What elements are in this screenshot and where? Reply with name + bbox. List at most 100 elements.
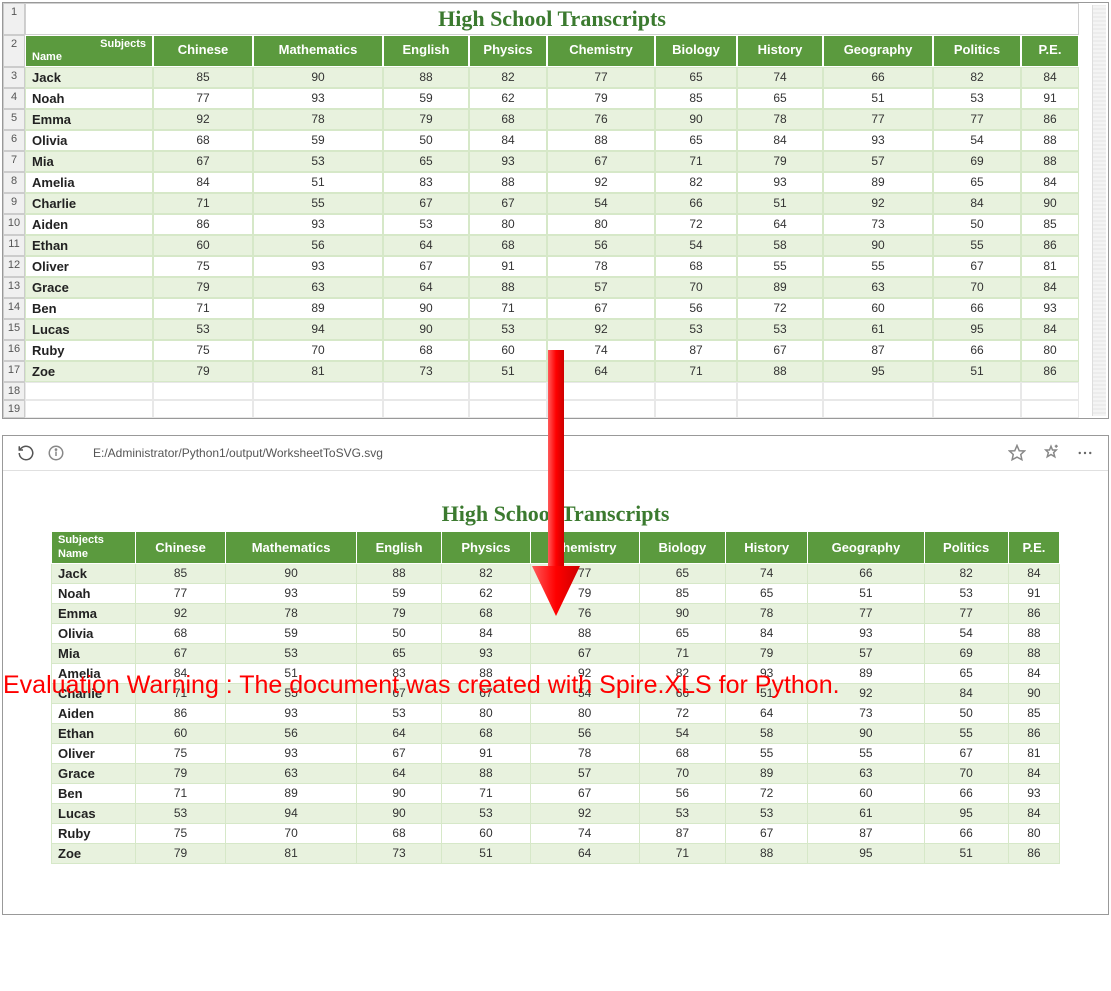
score-cell: 68 xyxy=(356,823,441,843)
score-cell: 78 xyxy=(530,743,639,763)
scrollbar-vertical[interactable] xyxy=(1092,5,1106,416)
empty-cell[interactable] xyxy=(655,400,737,418)
address-bar[interactable]: E:/Administrator/Python1/output/Workshee… xyxy=(77,446,996,460)
favorite-icon[interactable] xyxy=(1008,444,1026,462)
empty-cell[interactable] xyxy=(253,382,383,400)
empty-cell[interactable] xyxy=(153,382,253,400)
empty-cell[interactable] xyxy=(737,400,823,418)
score-cell: 82 xyxy=(933,67,1021,88)
score-cell: 61 xyxy=(823,319,933,340)
score-cell: 88 xyxy=(726,843,808,863)
empty-cell[interactable] xyxy=(547,400,655,418)
info-icon[interactable] xyxy=(47,444,65,462)
score-cell: 84 xyxy=(1008,563,1059,583)
empty-cell[interactable] xyxy=(253,400,383,418)
spreadsheet-grid[interactable]: 1High School Transcripts2SubjectsNameChi… xyxy=(3,3,1108,418)
score-cell: 53 xyxy=(655,319,737,340)
row-header[interactable]: 5 xyxy=(3,109,25,130)
empty-cell[interactable] xyxy=(25,400,153,418)
empty-cell[interactable] xyxy=(469,400,547,418)
score-cell: 88 xyxy=(469,277,547,298)
score-cell: 57 xyxy=(530,763,639,783)
column-header: Physics xyxy=(469,35,547,67)
score-cell: 92 xyxy=(153,109,253,130)
score-cell: 66 xyxy=(639,683,725,703)
score-cell: 69 xyxy=(924,643,1008,663)
score-cell: 74 xyxy=(547,340,655,361)
empty-cell[interactable] xyxy=(737,382,823,400)
score-cell: 50 xyxy=(924,703,1008,723)
empty-cell[interactable] xyxy=(383,400,469,418)
empty-cell[interactable] xyxy=(933,400,1021,418)
row-header[interactable]: 13 xyxy=(3,277,25,298)
student-name: Ruby xyxy=(52,823,136,843)
empty-cell[interactable] xyxy=(933,382,1021,400)
empty-cell[interactable] xyxy=(547,382,655,400)
score-cell: 87 xyxy=(639,823,725,843)
empty-cell[interactable] xyxy=(823,400,933,418)
row-header[interactable]: 15 xyxy=(3,319,25,340)
score-cell: 56 xyxy=(655,298,737,319)
score-cell: 78 xyxy=(737,109,823,130)
row-header[interactable]: 14 xyxy=(3,298,25,319)
svg-title: High School Transcripts xyxy=(51,501,1060,527)
more-icon[interactable] xyxy=(1076,444,1094,462)
empty-cell[interactable] xyxy=(823,382,933,400)
score-cell: 80 xyxy=(530,703,639,723)
score-cell: 93 xyxy=(808,623,924,643)
empty-cell[interactable] xyxy=(1021,400,1079,418)
row-header[interactable]: 6 xyxy=(3,130,25,151)
favorites-bar-icon[interactable] xyxy=(1042,444,1060,462)
score-cell: 80 xyxy=(547,214,655,235)
score-cell: 85 xyxy=(153,67,253,88)
row-header[interactable]: 17 xyxy=(3,361,25,382)
row-header[interactable]: 12 xyxy=(3,256,25,277)
score-cell: 54 xyxy=(655,235,737,256)
score-cell: 71 xyxy=(442,783,530,803)
table-row: Olivia68595084886584935488 xyxy=(52,623,1060,643)
score-cell: 65 xyxy=(933,172,1021,193)
score-cell: 59 xyxy=(383,88,469,109)
score-cell: 95 xyxy=(808,843,924,863)
score-cell: 87 xyxy=(655,340,737,361)
empty-cell[interactable] xyxy=(1021,382,1079,400)
refresh-icon[interactable] xyxy=(17,444,35,462)
empty-cell[interactable] xyxy=(153,400,253,418)
row-header[interactable]: 11 xyxy=(3,235,25,256)
empty-cell[interactable] xyxy=(383,382,469,400)
column-header: Geography xyxy=(808,532,924,563)
student-name: Noah xyxy=(25,88,153,109)
score-cell: 90 xyxy=(1008,683,1059,703)
score-cell: 53 xyxy=(153,319,253,340)
row-header[interactable]: 16 xyxy=(3,340,25,361)
score-cell: 67 xyxy=(153,151,253,172)
score-cell: 77 xyxy=(933,109,1021,130)
row-header[interactable]: 7 xyxy=(3,151,25,172)
row-header[interactable]: 2 xyxy=(3,35,25,67)
score-cell: 82 xyxy=(442,563,530,583)
empty-cell[interactable] xyxy=(25,382,153,400)
row-header[interactable]: 10 xyxy=(3,214,25,235)
row-header[interactable]: 4 xyxy=(3,88,25,109)
score-cell: 90 xyxy=(383,298,469,319)
score-cell: 57 xyxy=(808,643,924,663)
row-header[interactable]: 9 xyxy=(3,193,25,214)
score-cell: 84 xyxy=(442,623,530,643)
row-header[interactable]: 18 xyxy=(3,382,25,400)
score-cell: 76 xyxy=(547,109,655,130)
score-cell: 88 xyxy=(442,663,530,683)
row-header[interactable]: 1 xyxy=(3,3,25,35)
row-header[interactable]: 19 xyxy=(3,400,25,418)
score-cell: 67 xyxy=(442,683,530,703)
score-cell: 50 xyxy=(933,214,1021,235)
row-header[interactable]: 3 xyxy=(3,67,25,88)
empty-cell[interactable] xyxy=(655,382,737,400)
row-header[interactable]: 8 xyxy=(3,172,25,193)
score-cell: 67 xyxy=(933,256,1021,277)
score-cell: 67 xyxy=(356,683,441,703)
score-cell: 65 xyxy=(726,583,808,603)
score-cell: 72 xyxy=(737,298,823,319)
score-cell: 90 xyxy=(808,723,924,743)
empty-cell[interactable] xyxy=(469,382,547,400)
score-cell: 53 xyxy=(933,88,1021,109)
